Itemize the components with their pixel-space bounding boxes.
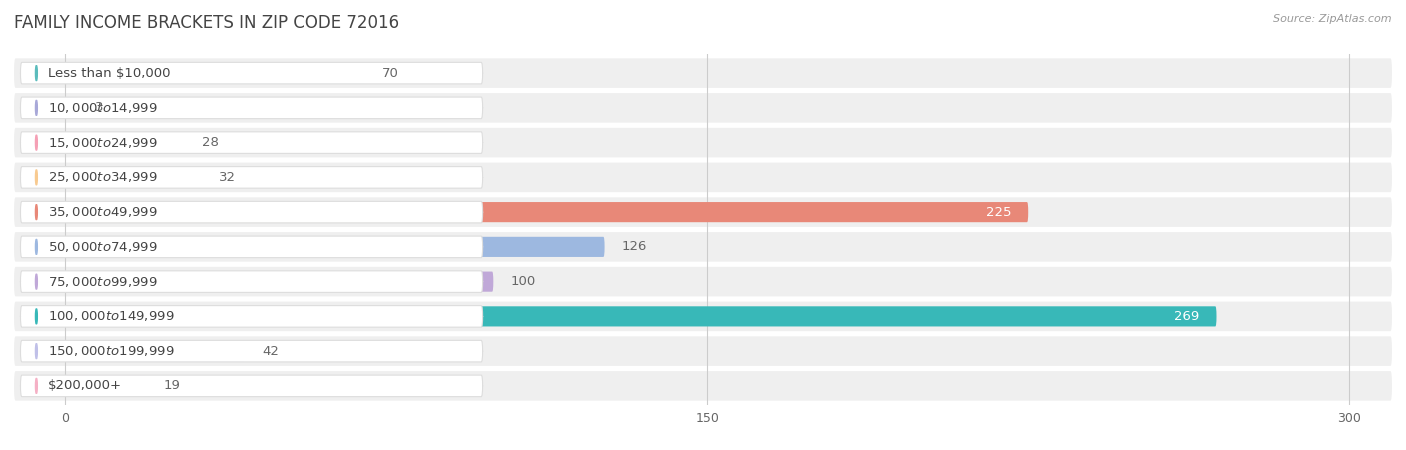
FancyBboxPatch shape [14,371,1392,400]
FancyBboxPatch shape [66,63,366,83]
FancyBboxPatch shape [21,271,482,292]
FancyBboxPatch shape [21,375,482,396]
FancyBboxPatch shape [14,128,1392,158]
Text: $25,000 to $34,999: $25,000 to $34,999 [48,171,157,184]
FancyBboxPatch shape [21,306,482,327]
FancyBboxPatch shape [14,267,1392,297]
Circle shape [35,135,38,150]
Text: 225: 225 [986,206,1011,219]
Circle shape [35,204,38,220]
FancyBboxPatch shape [14,162,1392,192]
FancyBboxPatch shape [66,271,494,292]
Circle shape [35,309,38,324]
Circle shape [35,100,38,116]
FancyBboxPatch shape [21,63,482,84]
Text: 28: 28 [202,136,219,149]
FancyBboxPatch shape [14,302,1392,331]
FancyBboxPatch shape [66,341,245,361]
Text: 70: 70 [382,67,399,80]
FancyBboxPatch shape [14,198,1392,227]
Text: 42: 42 [263,345,280,358]
Text: 3: 3 [96,101,104,114]
FancyBboxPatch shape [21,97,482,119]
FancyBboxPatch shape [14,232,1392,261]
Text: 269: 269 [1174,310,1199,323]
FancyBboxPatch shape [14,58,1392,88]
FancyBboxPatch shape [66,167,202,188]
Text: 19: 19 [165,379,181,392]
Circle shape [35,343,38,359]
Text: 100: 100 [510,275,536,288]
Text: $75,000 to $99,999: $75,000 to $99,999 [48,274,157,288]
Text: $10,000 to $14,999: $10,000 to $14,999 [48,101,157,115]
FancyBboxPatch shape [14,93,1392,123]
Text: FAMILY INCOME BRACKETS IN ZIP CODE 72016: FAMILY INCOME BRACKETS IN ZIP CODE 72016 [14,14,399,32]
FancyBboxPatch shape [66,133,186,153]
Text: Source: ZipAtlas.com: Source: ZipAtlas.com [1274,14,1392,23]
Circle shape [35,274,38,289]
Text: $35,000 to $49,999: $35,000 to $49,999 [48,205,157,219]
FancyBboxPatch shape [66,306,1216,326]
FancyBboxPatch shape [21,132,482,153]
Text: 32: 32 [219,171,236,184]
FancyBboxPatch shape [21,201,482,223]
Text: $50,000 to $74,999: $50,000 to $74,999 [48,240,157,254]
Text: $150,000 to $199,999: $150,000 to $199,999 [48,344,174,358]
Text: Less than $10,000: Less than $10,000 [48,67,170,80]
FancyBboxPatch shape [21,166,482,188]
FancyBboxPatch shape [21,236,482,258]
FancyBboxPatch shape [66,376,146,396]
Text: $15,000 to $24,999: $15,000 to $24,999 [48,135,157,149]
Circle shape [35,239,38,255]
FancyBboxPatch shape [21,340,482,362]
Circle shape [35,65,38,81]
Circle shape [35,170,38,185]
Text: 126: 126 [621,240,647,253]
FancyBboxPatch shape [66,202,1028,222]
FancyBboxPatch shape [66,237,605,257]
FancyBboxPatch shape [66,98,79,118]
Text: $200,000+: $200,000+ [48,379,122,392]
Circle shape [35,378,38,394]
Text: $100,000 to $149,999: $100,000 to $149,999 [48,310,174,324]
FancyBboxPatch shape [14,336,1392,366]
